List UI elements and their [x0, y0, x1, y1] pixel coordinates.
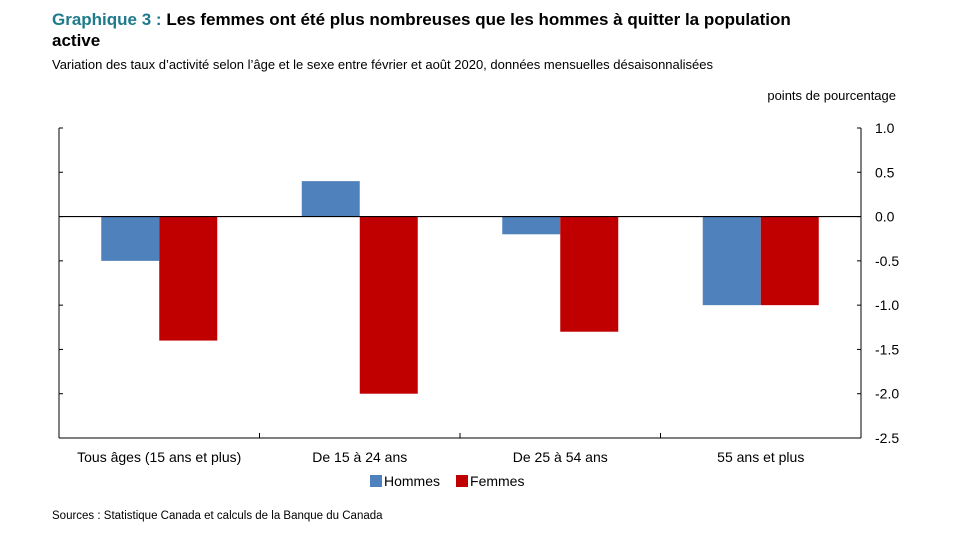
- bar-hommes-0: [101, 216, 160, 261]
- y-tick-label: -0.5: [875, 253, 899, 269]
- y-axis-unit-label: points de pourcentage: [767, 88, 896, 103]
- x-tick-label: De 25 à 54 ans: [513, 449, 608, 465]
- bar-hommes-3: [702, 216, 761, 306]
- x-tick-label: 55 ans et plus: [717, 449, 804, 465]
- y-tick-label: -1.0: [875, 297, 899, 313]
- legend-item-femmes: Femmes: [456, 473, 524, 489]
- legend-label-hommes: Hommes: [384, 473, 441, 489]
- y-tick-label: 0.5: [875, 164, 895, 180]
- source-note: Sources : Statistique Canada et calculs …: [52, 510, 383, 522]
- chart-title: Graphique 3 : Les femmes ont été plus no…: [52, 9, 812, 51]
- y-tick-label: -1.5: [875, 341, 899, 357]
- y-tick-label: 0.0: [875, 209, 895, 225]
- y-tick-label: -2.5: [875, 430, 899, 446]
- legend-swatch-femmes: [456, 475, 469, 487]
- chart-subtitle: Variation des taux d’activité selon l’âg…: [52, 57, 714, 72]
- bar-femmes-0: [159, 216, 218, 341]
- bar-femmes-1: [359, 216, 418, 394]
- y-tick-label: -2.0: [875, 386, 899, 402]
- bar-femmes-2: [560, 216, 619, 332]
- bar-hommes-2: [502, 216, 561, 235]
- legend: Hommes Femmes: [370, 473, 524, 489]
- bar-femmes-3: [760, 216, 819, 306]
- chart-title-text: Les femmes ont été plus nombreuses que l…: [52, 10, 791, 50]
- chart-title-prefix: Graphique 3 :: [52, 10, 162, 29]
- y-tick-label: 1.0: [875, 120, 895, 136]
- x-tick-label: De 15 à 24 ans: [312, 449, 407, 465]
- legend-item-hommes: Hommes: [370, 473, 440, 489]
- legend-swatch-hommes: [370, 475, 382, 487]
- legend-label-femmes: Femmes: [470, 473, 525, 489]
- x-tick-label: Tous âges (15 ans et plus): [77, 449, 241, 465]
- bar-hommes-1: [301, 181, 360, 217]
- bar-chart: 1.0 0.5 0.0 -0.5 -1.0 -1.5 -2.0 -2.5 Tous âges (…: [58, 120, 899, 465]
